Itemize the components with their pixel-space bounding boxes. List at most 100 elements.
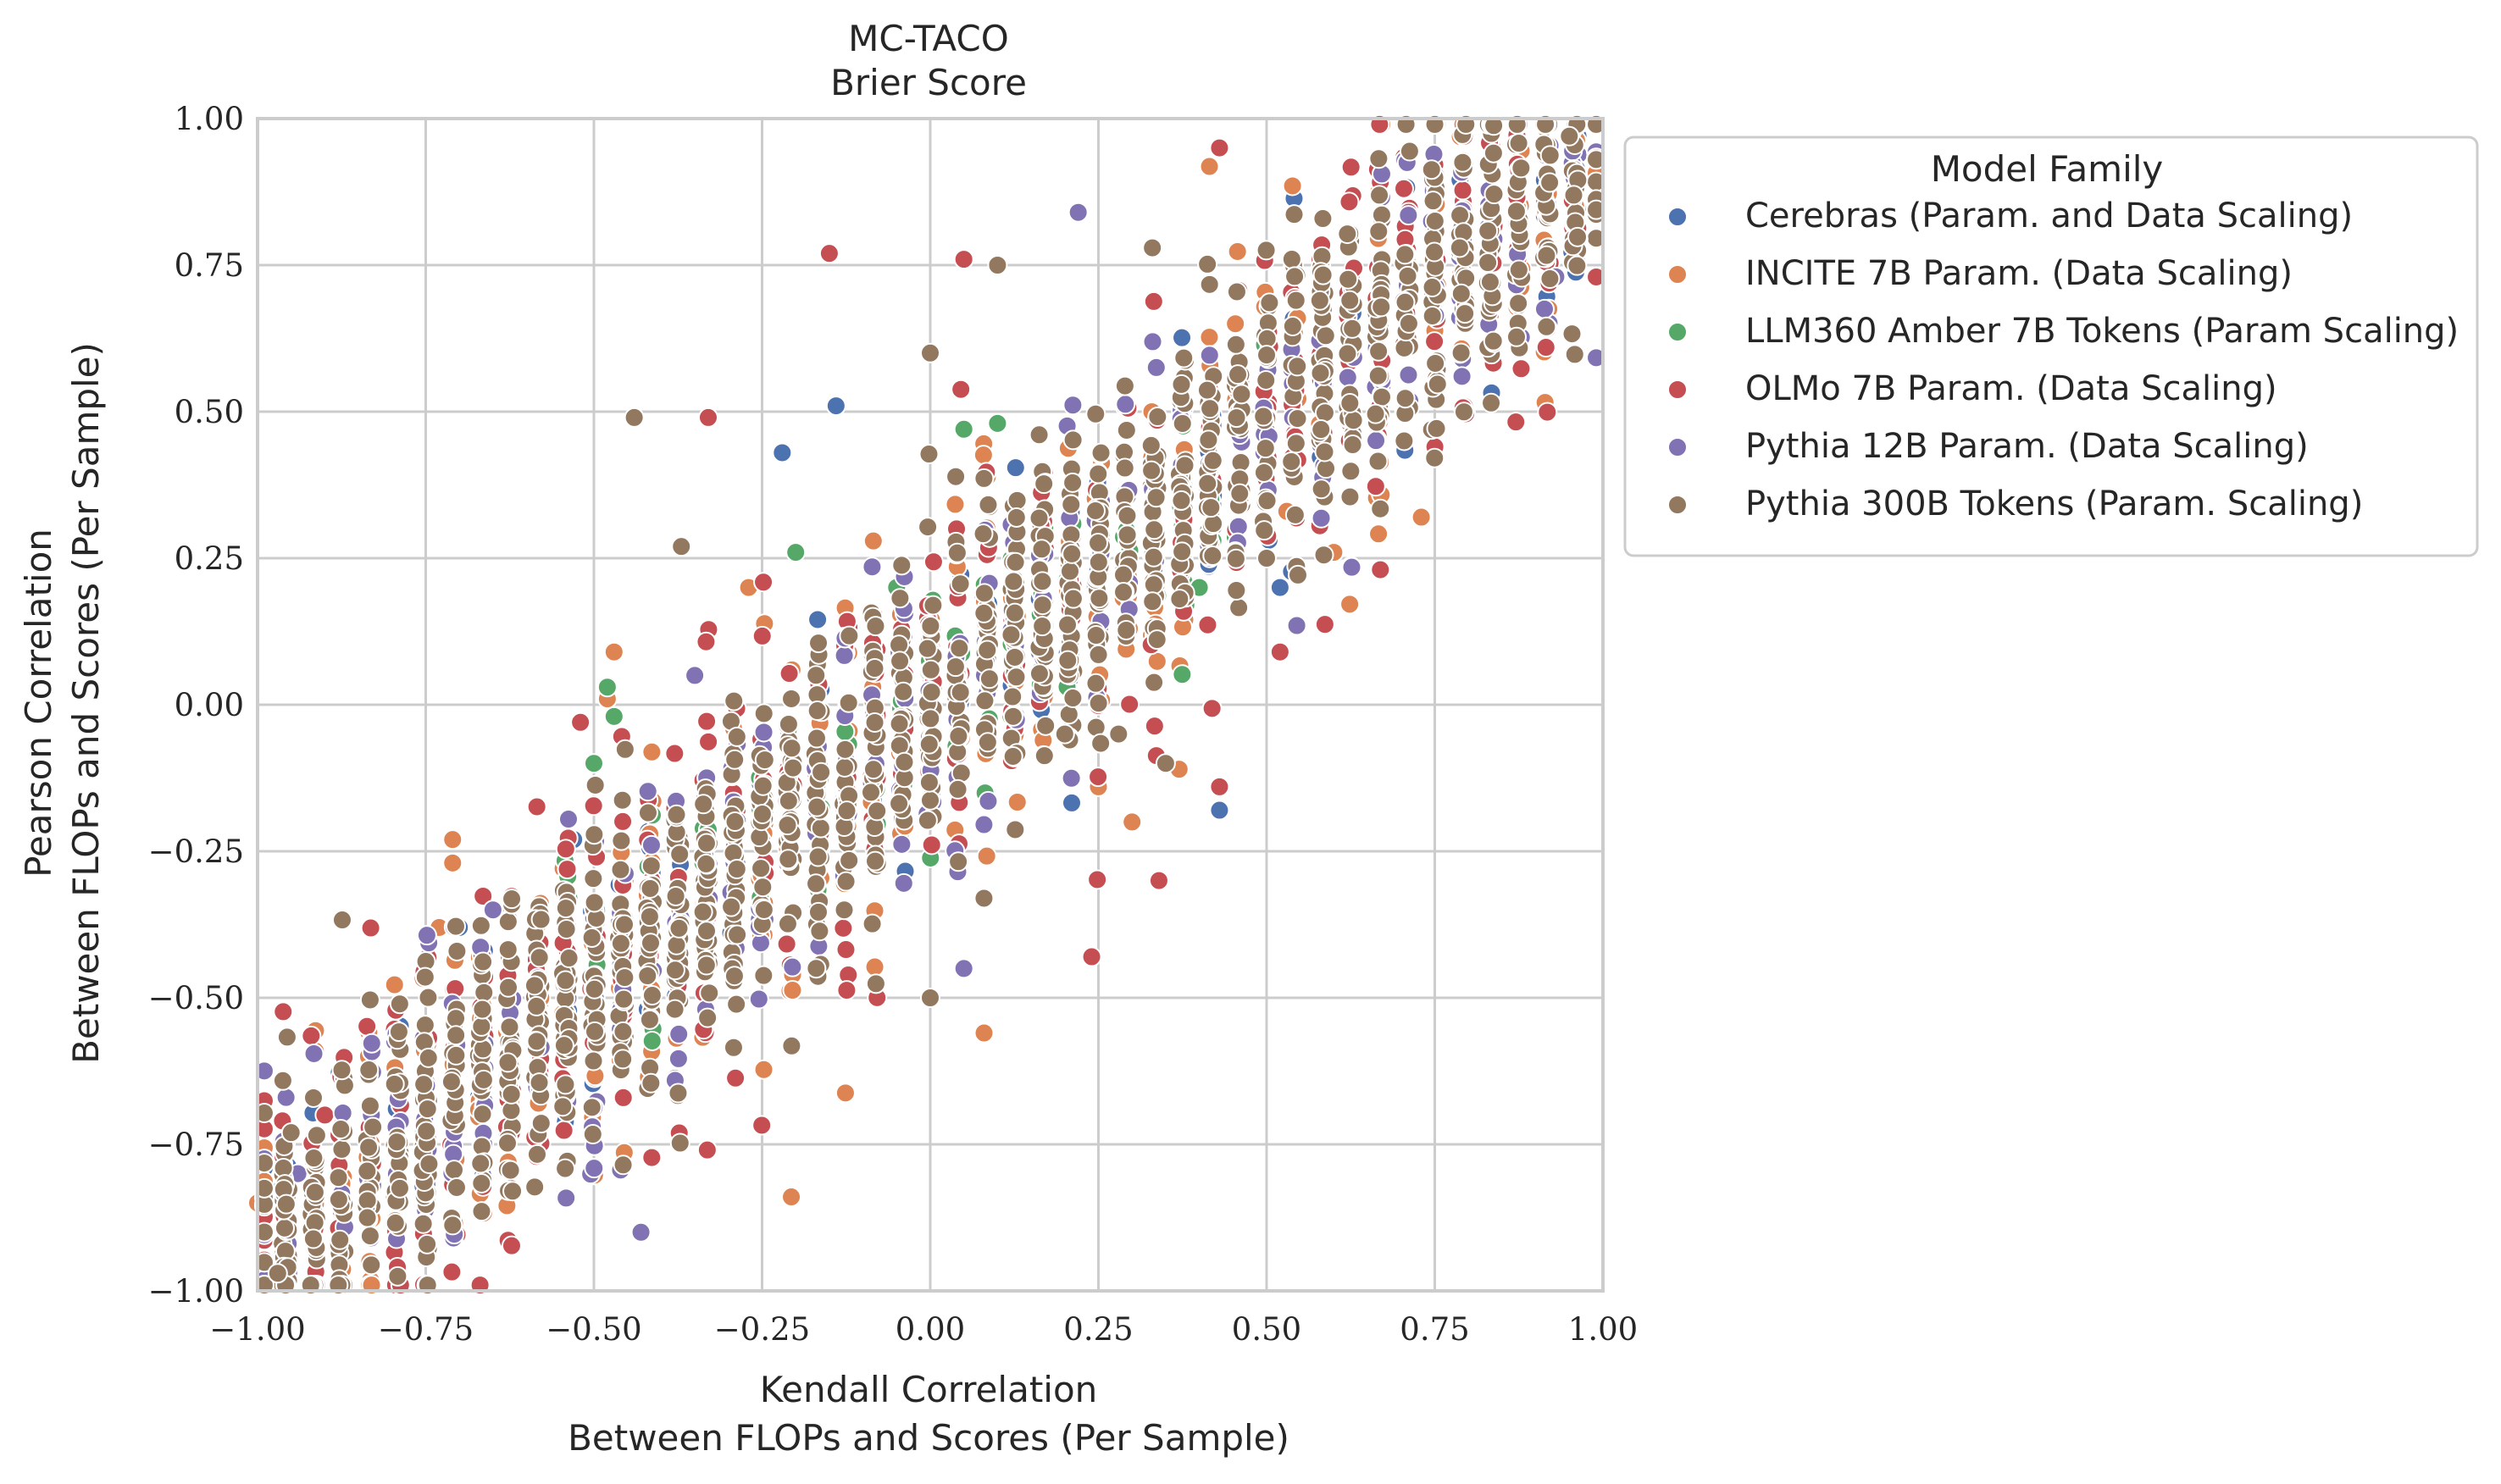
legend-box — [1623, 136, 2479, 557]
data-point — [1034, 473, 1055, 495]
data-point — [1586, 347, 1607, 368]
data-point — [1508, 133, 1529, 154]
data-point — [838, 692, 859, 713]
data-point — [1311, 507, 1332, 529]
data-point — [610, 859, 631, 880]
data-point — [946, 466, 967, 487]
data-point — [893, 872, 914, 894]
data-point — [1143, 574, 1164, 595]
data-point — [1451, 366, 1472, 387]
data-point — [920, 708, 941, 729]
data-point — [973, 814, 995, 835]
data-point — [1450, 205, 1471, 226]
data-point — [1004, 602, 1025, 623]
data-point — [613, 811, 634, 832]
data-point — [1122, 811, 1143, 833]
data-point — [752, 877, 774, 898]
x-tick-label: −0.75 — [378, 1311, 474, 1348]
data-point — [1061, 767, 1082, 789]
data-point — [864, 850, 885, 872]
data-point — [834, 756, 855, 778]
data-point — [1058, 704, 1079, 725]
data-point — [1394, 430, 1415, 451]
data-point — [1002, 745, 1023, 767]
data-point — [696, 631, 717, 652]
data-point — [1062, 543, 1083, 564]
y-axis-label-line2: Between FLOPs and Scores (Per Sample) — [65, 342, 107, 1064]
data-point — [1202, 545, 1223, 567]
data-point — [446, 940, 468, 961]
data-point — [499, 1016, 520, 1038]
data-point — [1114, 375, 1135, 396]
data-point — [921, 682, 942, 703]
data-point — [1005, 551, 1026, 573]
data-point — [1370, 498, 1391, 519]
data-point — [357, 1190, 378, 1211]
data-point — [1253, 406, 1274, 427]
data-point — [918, 444, 940, 465]
data-point — [413, 1213, 434, 1234]
data-point — [1339, 486, 1361, 507]
data-point — [753, 1059, 774, 1080]
data-point — [1422, 191, 1444, 212]
data-point — [446, 916, 467, 937]
data-point — [1006, 490, 1028, 511]
data-point — [302, 1087, 324, 1108]
data-point — [1586, 199, 1607, 220]
data-point — [1088, 693, 1109, 714]
data-point — [303, 1043, 324, 1064]
data-point — [917, 638, 938, 659]
data-point — [1506, 326, 1527, 347]
data-point — [482, 900, 503, 921]
data-point — [754, 750, 775, 771]
data-point — [314, 1105, 336, 1126]
data-point — [811, 761, 832, 783]
x-axis-label-line1: Kendall Correlation — [760, 1369, 1098, 1410]
data-point — [414, 1015, 435, 1036]
data-point — [1254, 520, 1275, 541]
data-point — [1287, 564, 1308, 585]
data-point — [1312, 208, 1334, 230]
data-point — [640, 1072, 662, 1094]
data-point — [1155, 753, 1176, 774]
data-point — [472, 1104, 493, 1125]
data-point — [862, 913, 883, 934]
data-point — [1479, 271, 1500, 292]
data-point — [834, 900, 855, 921]
data-point — [417, 1099, 438, 1120]
data-point — [1228, 597, 1250, 618]
data-point — [1398, 205, 1419, 226]
data-point — [1006, 507, 1027, 528]
data-point — [1506, 412, 1527, 433]
data-point — [1511, 158, 1532, 179]
data-point — [1200, 398, 1221, 419]
data-point — [1202, 450, 1223, 471]
data-point — [1144, 716, 1165, 737]
data-point — [1399, 141, 1420, 162]
data-point — [1255, 438, 1276, 459]
data-point — [1209, 776, 1230, 797]
data-point — [581, 927, 602, 948]
data-point — [1533, 298, 1555, 319]
data-point — [1339, 290, 1361, 311]
data-point — [978, 790, 999, 811]
data-point — [1006, 667, 1027, 688]
data-point — [919, 789, 940, 811]
data-point — [1253, 462, 1274, 483]
legend-marker — [1667, 207, 1688, 227]
legend-label: Pythia 300B Tokens (Param. Scaling) — [1745, 485, 2363, 523]
data-point — [1337, 224, 1358, 245]
data-point — [1117, 524, 1138, 545]
data-point — [835, 871, 857, 892]
data-point — [1197, 253, 1218, 274]
data-point — [275, 1193, 297, 1215]
data-point — [782, 980, 803, 1001]
data-point — [555, 1074, 576, 1095]
data-point — [583, 1050, 604, 1071]
data-point — [416, 925, 437, 946]
data-point — [613, 1049, 634, 1070]
data-point — [1508, 293, 1529, 314]
data-point — [1314, 402, 1335, 424]
data-point — [357, 1016, 378, 1037]
data-point — [1394, 337, 1415, 358]
